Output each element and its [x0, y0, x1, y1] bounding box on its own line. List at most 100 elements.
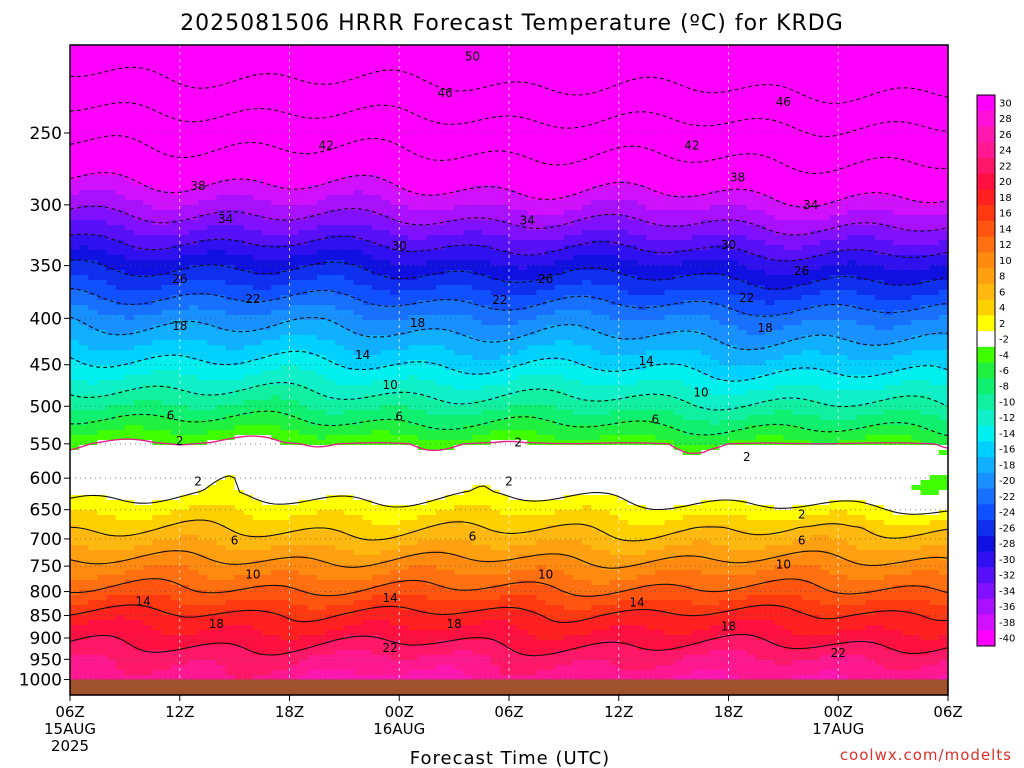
heat-cell	[408, 590, 419, 596]
heat-cell	[280, 275, 291, 281]
heat-cell	[216, 345, 227, 351]
heat-cell	[408, 550, 419, 556]
heat-cell	[271, 305, 281, 311]
heat-cell	[252, 560, 263, 566]
heat-cell	[179, 535, 190, 541]
heat-cell	[262, 130, 272, 136]
heat-cell	[234, 355, 245, 361]
heat-cell	[161, 315, 172, 321]
heat-cell	[70, 580, 80, 586]
heat-cell	[298, 525, 309, 531]
heat-cell	[88, 675, 99, 681]
heat-cell	[362, 575, 373, 581]
heat-cell	[225, 210, 236, 216]
heat-cell	[390, 555, 400, 561]
heat-cell	[335, 80, 345, 86]
heat-cell	[390, 110, 400, 116]
heat-cell	[179, 395, 190, 401]
heat-cell	[390, 510, 400, 516]
heat-cell	[298, 325, 309, 331]
heat-cell	[88, 160, 99, 166]
heat-cell	[179, 140, 190, 146]
heat-cell	[344, 105, 355, 111]
heat-cell	[417, 85, 428, 91]
heat-cell	[143, 335, 153, 341]
heat-cell	[280, 295, 291, 301]
heat-cell	[170, 60, 181, 66]
heat-cell	[307, 220, 318, 226]
heat-cell	[152, 670, 163, 676]
heat-cell	[262, 165, 272, 171]
heat-cell	[362, 215, 373, 221]
heat-cell	[289, 70, 300, 76]
heat-cell	[280, 600, 291, 606]
heat-cell	[207, 240, 217, 246]
heat-cell	[399, 255, 409, 261]
heat-cell	[79, 100, 89, 106]
heat-cell	[307, 75, 318, 81]
heat-cell	[289, 485, 300, 491]
heat-cell	[152, 170, 163, 176]
heat-cell	[170, 275, 181, 281]
heat-cell	[371, 235, 382, 241]
heat-cell	[106, 570, 117, 576]
heat-cell	[124, 420, 135, 426]
heat-cell	[97, 160, 108, 166]
heat-cell	[97, 70, 108, 76]
heat-cell	[289, 525, 300, 531]
heat-cell	[243, 160, 254, 166]
heat-cell	[316, 150, 327, 156]
heat-cell	[353, 470, 364, 476]
heat-cell	[289, 515, 300, 521]
heat-cell	[298, 195, 309, 201]
heat-cell	[198, 310, 208, 316]
heat-cell	[362, 230, 373, 236]
heat-cell	[188, 255, 199, 261]
heat-cell	[207, 85, 217, 91]
heat-cell	[70, 95, 80, 101]
heat-cell	[380, 615, 391, 621]
heat-cell	[124, 60, 135, 66]
heat-cell	[280, 345, 291, 351]
heat-cell	[362, 270, 373, 276]
heat-cell	[106, 635, 117, 641]
heat-cell	[79, 95, 89, 101]
heat-cell	[380, 110, 391, 116]
heat-cell	[316, 210, 327, 216]
heat-cell	[179, 440, 190, 446]
heat-cell	[161, 635, 172, 641]
heat-cell	[390, 645, 400, 651]
heat-cell	[307, 590, 318, 596]
heat-cell	[252, 430, 263, 436]
heat-cell	[399, 190, 409, 196]
heat-cell	[188, 525, 199, 531]
heat-cell	[198, 280, 208, 286]
heat-cell	[353, 135, 364, 141]
heat-cell	[307, 655, 318, 661]
heat-cell	[88, 430, 99, 436]
heat-cell	[70, 675, 80, 681]
heat-cell	[362, 360, 373, 366]
heat-cell	[289, 645, 300, 651]
heat-cell	[417, 90, 428, 96]
heat-cell	[179, 585, 190, 591]
heat-cell	[399, 530, 409, 536]
heat-cell	[371, 360, 382, 366]
heat-cell	[179, 350, 190, 356]
heat-cell	[252, 110, 263, 116]
heat-cell	[271, 125, 281, 131]
heat-cell	[207, 430, 217, 436]
heat-cell	[152, 285, 163, 291]
heat-cell	[362, 235, 373, 241]
heat-cell	[326, 405, 336, 411]
heat-cell	[380, 650, 391, 656]
heat-cell	[188, 185, 199, 191]
heat-cell	[170, 240, 181, 246]
heat-cell	[124, 350, 135, 356]
heat-cell	[262, 370, 272, 376]
heat-cell	[106, 125, 117, 131]
heat-cell	[188, 450, 199, 456]
heat-cell	[124, 70, 135, 76]
heat-cell	[88, 220, 99, 226]
heat-cell	[289, 345, 300, 351]
